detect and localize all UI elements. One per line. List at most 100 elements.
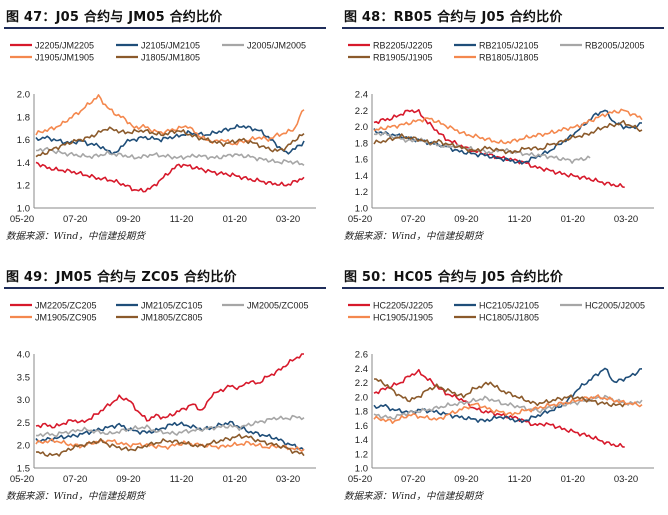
x-tick-label: 05-20 [348,474,372,485]
legend-label: JM2105/ZC105 [141,301,203,311]
y-tick-label: 1.0 [17,204,30,215]
y-tick-label: 1.8 [355,138,368,149]
series-line [373,394,643,420]
y-tick-label: 4.0 [17,350,30,361]
x-tick-label: 03-20 [276,214,300,225]
y-tick-label: 2.4 [355,90,368,101]
source-note: 数据来源：Wind，中信建投期货 [6,491,145,502]
line-chart: RB2205/J2205 RB2105/J2105 RB2005/J2005 RB19… [348,41,654,225]
x-tick-label: 11-20 [508,474,532,485]
y-tick-label: 2.0 [17,441,30,452]
x-tick-label: 09-20 [116,474,140,485]
y-tick-label: 1.6 [355,421,368,432]
x-tick-label: 05-20 [10,474,34,485]
y-tick-label: 1.2 [17,181,30,192]
y-tick-label: 2.4 [355,364,368,375]
line-chart: JM2205/ZC205 JM2105/ZC105 JM2005/ZC005 JM19… [10,301,316,485]
x-tick-label: 09-20 [454,214,478,225]
legend-label: J2205/JM2205 [35,41,94,51]
series-line [373,367,643,424]
legend-label: HC2005/J2005 [585,301,645,311]
legend-label: HC2205/J2205 [373,301,433,311]
series-line [373,109,625,189]
y-tick-label: 1.5 [17,464,30,475]
chart-panel-48: 图 48：RB05 合约与 J05 合约比价 RB2205/J2205 RB210… [342,2,664,249]
legend-label: HC2105/J2105 [479,301,539,311]
legend-label: J2105/JM2105 [141,41,200,51]
chart-panel-50: 图 50：HC05 合约与 J05 合约比价 HC2205/J2205 HC210… [342,262,664,509]
title-underline [342,27,664,29]
chart-panel-49: 图 49：JM05 合约与 ZC05 合约比价 JM2205/ZC205 JM21… [4,262,326,509]
y-tick-label: 2.0 [17,90,30,101]
y-tick-label: 1.4 [17,158,30,169]
chart-panel-47: 图 47：J05 合约与 JM05 合约比价 J2205/JM2205 J2105… [4,2,326,249]
series-line [35,433,305,457]
x-tick-label: 01-20 [223,214,247,225]
source-note: 数据来源：Wind，中信建投期货 [6,231,145,242]
x-tick-label: 05-20 [10,214,34,225]
series-line [35,353,304,429]
y-tick-label: 2.0 [355,122,368,133]
y-tick-label: 1.0 [355,204,368,215]
legend-label: JM2005/ZC005 [247,301,309,311]
legend-label: JM1905/ZC905 [35,313,97,323]
x-tick-label: 05-20 [348,214,372,225]
y-tick-label: 2.6 [355,350,368,361]
series-line [373,108,643,145]
legend-label: HC1805/J1805 [479,313,539,323]
x-tick-label: 07-20 [401,474,425,485]
legend-label: J1905/JM1905 [35,53,94,63]
x-tick-label: 03-20 [614,474,638,485]
x-tick-label: 11-20 [170,214,194,225]
x-tick-label: 11-20 [170,474,194,485]
chart-title: 图 49：JM05 合约与 ZC05 合约比价 [6,270,237,285]
x-tick-label: 11-20 [508,214,532,225]
series-line [36,146,305,166]
series-line [35,438,305,452]
y-tick-label: 1.6 [355,155,368,166]
y-tick-label: 3.0 [17,395,30,406]
series-line [373,378,626,408]
legend-label: RB2205/J2205 [373,41,433,51]
series-line [35,126,305,158]
legend-label: JM1805/ZC805 [141,313,203,323]
chart-title: 图 47：J05 合约与 JM05 合约比价 [6,10,223,25]
y-tick-label: 1.2 [355,187,368,198]
series-line [35,420,305,451]
x-tick-label: 07-20 [401,214,425,225]
legend-label: RB2005/J2005 [585,41,645,51]
y-tick-label: 1.0 [355,464,368,475]
chart-title: 图 50：HC05 合约与 J05 合约比价 [344,270,564,285]
legend-label: J2005/JM2005 [247,41,306,51]
y-tick-label: 1.4 [355,171,368,182]
series-line [373,119,643,155]
legend-label: JM2205/ZC205 [35,301,97,311]
line-chart: HC2205/J2205 HC2105/J2105 HC2005/J2005 HC19… [348,301,654,485]
legend-label: RB1905/J1905 [373,53,433,63]
line-chart: J2205/JM2205 J2105/JM2105 J2005/JM2005 J190… [10,41,316,225]
y-tick-label: 1.8 [355,407,368,418]
title-underline [342,287,664,289]
x-tick-label: 09-20 [454,474,478,485]
legend-label: HC1905/J1905 [373,313,433,323]
y-tick-label: 2.2 [355,378,368,389]
y-tick-label: 1.6 [17,135,30,146]
y-tick-label: 1.8 [17,112,30,123]
series-line [35,161,305,193]
source-note: 数据来源：Wind，中信建投期货 [344,491,483,502]
x-tick-label: 07-20 [63,214,87,225]
x-tick-label: 07-20 [63,474,87,485]
y-tick-label: 3.5 [17,372,30,383]
title-underline [4,287,326,289]
series-line [36,414,305,438]
x-tick-label: 09-20 [116,214,140,225]
title-underline [4,27,326,29]
y-tick-label: 1.2 [355,449,368,460]
y-tick-label: 1.4 [355,435,368,446]
x-tick-label: 01-20 [223,474,247,485]
chart-title: 图 48：RB05 合约与 J05 合约比价 [344,10,563,25]
source-note: 数据来源：Wind，中信建投期货 [344,231,483,242]
x-tick-label: 03-20 [614,214,638,225]
series-line [35,124,305,156]
legend-label: RB2105/J2105 [479,41,539,51]
